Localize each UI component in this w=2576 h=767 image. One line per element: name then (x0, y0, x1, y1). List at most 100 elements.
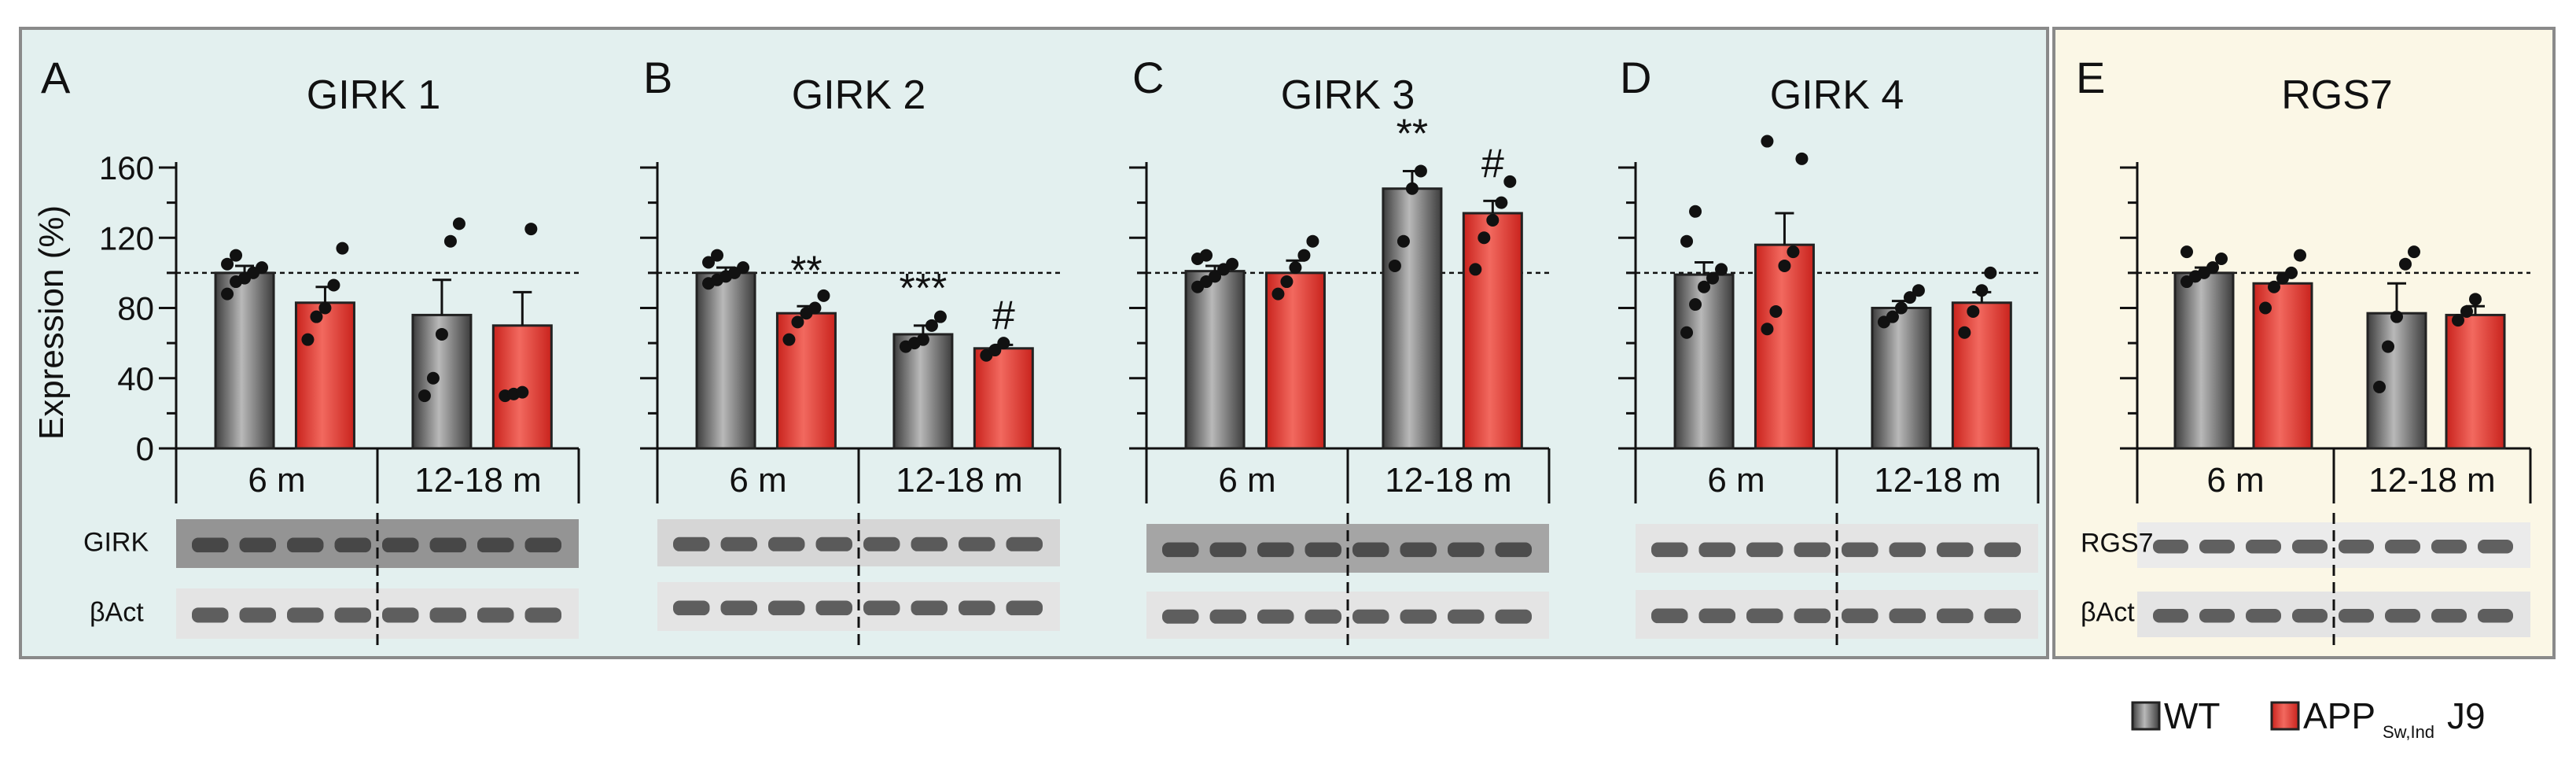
data-point (1405, 182, 1419, 195)
blot-label: βAct (2081, 598, 2135, 628)
data-point (2373, 380, 2386, 393)
data-point (1769, 304, 1783, 318)
data-point (2390, 310, 2403, 323)
blot-band (524, 537, 561, 553)
data-point (1761, 135, 1774, 148)
blot-band (2339, 540, 2374, 554)
data-point (1226, 257, 1239, 271)
blot-band (1352, 542, 1389, 558)
data-point (925, 319, 938, 332)
blot-band (1006, 600, 1043, 616)
blot-band (1400, 609, 1437, 624)
blot-band (2246, 609, 2281, 623)
blot-band (1400, 542, 1437, 558)
data-point (256, 261, 269, 275)
data-point (1894, 301, 1908, 315)
blot-band (1448, 609, 1485, 624)
x-category-label: 6 m (2206, 461, 2264, 500)
blot-band (2385, 609, 2420, 623)
data-point (443, 234, 457, 248)
data-point (2285, 266, 2298, 279)
panel-letter: E (2076, 53, 2105, 102)
data-point (933, 310, 947, 323)
data-point (782, 333, 796, 346)
blot-band (1794, 608, 1831, 624)
blot-strip (2137, 592, 2530, 637)
panel-letter: B (643, 53, 672, 102)
significance-marker: ** (1397, 111, 1428, 157)
blot-band (1162, 542, 1199, 558)
blot-band (1495, 542, 1532, 558)
significance-marker: *** (900, 266, 948, 312)
blot-band (2246, 540, 2281, 554)
legend-wt-label: WT (2164, 695, 2221, 736)
data-point (1280, 275, 1294, 289)
blot-band (239, 537, 276, 553)
data-point (1289, 261, 1302, 275)
blot-strip (1636, 590, 2038, 639)
blot-band (720, 537, 757, 551)
bar (973, 347, 1034, 450)
blot-band (1495, 609, 1532, 624)
blot-strip (176, 519, 579, 568)
data-point (327, 278, 340, 292)
blot-band (334, 607, 371, 623)
data-point (1795, 152, 1809, 165)
data-point (997, 337, 1010, 350)
data-point (426, 371, 440, 385)
data-point (1469, 263, 1482, 276)
data-point (1778, 259, 1791, 272)
blot-band (429, 537, 466, 553)
blot-band (1448, 542, 1485, 558)
blot-band (2292, 540, 2328, 554)
panel-c: C GIRK 3 6 m 12-18 m ** # (1129, 53, 1551, 651)
blot-band (768, 600, 805, 616)
bar (1184, 270, 1246, 450)
blot-band (1352, 609, 1389, 624)
data-point (916, 333, 929, 346)
blot-band (2339, 609, 2374, 623)
data-point (1903, 291, 1916, 304)
data-point (1698, 280, 1711, 293)
data-point (2452, 314, 2464, 327)
blot-band (863, 537, 900, 551)
panel-title: GIRK 3 (1281, 72, 1415, 118)
blot-strip (1146, 592, 1549, 639)
data-point (1706, 271, 1720, 285)
blot-band (2199, 609, 2235, 623)
data-point (230, 249, 243, 262)
blot-label: RGS7 (2081, 529, 2154, 559)
panel-b: B GIRK 26 m 12-18 m** ***# (640, 53, 1062, 651)
data-point (1478, 231, 1491, 245)
data-point (1984, 266, 1997, 279)
data-point (1967, 304, 1980, 318)
bar (2173, 271, 2235, 450)
x-category-label: 6 m (1707, 461, 1765, 500)
data-point (1680, 326, 1694, 339)
panel-a: A GIRK 1 160 120 80 40 0 6 m 12-18 m GIRK βAct (41, 53, 580, 651)
data-point (791, 315, 804, 329)
data-point (1495, 196, 1508, 209)
data-point (2469, 293, 2482, 306)
blot-band (1698, 608, 1735, 624)
bar (1382, 187, 1443, 450)
data-point (1689, 205, 1702, 218)
blot-band (1842, 608, 1879, 624)
data-point (516, 385, 529, 399)
blot-band (1937, 542, 1974, 558)
data-point (1200, 249, 1213, 262)
data-point (1680, 234, 1694, 248)
data-point (702, 256, 716, 269)
y-tick-label: 0 (136, 430, 154, 467)
blot-band (1984, 542, 2021, 558)
x-category-label: 12-18 m (1874, 461, 2000, 500)
blot-band (2431, 540, 2467, 554)
y-tick-label: 160 (99, 149, 154, 186)
blot-band (524, 607, 561, 623)
significance-marker: # (1481, 141, 1504, 186)
y-tick-label: 120 (99, 219, 154, 256)
bar (775, 312, 837, 450)
bar (892, 333, 954, 450)
legend: WT APP Sw,Ind J9 (2131, 695, 2486, 742)
bar (214, 271, 275, 450)
